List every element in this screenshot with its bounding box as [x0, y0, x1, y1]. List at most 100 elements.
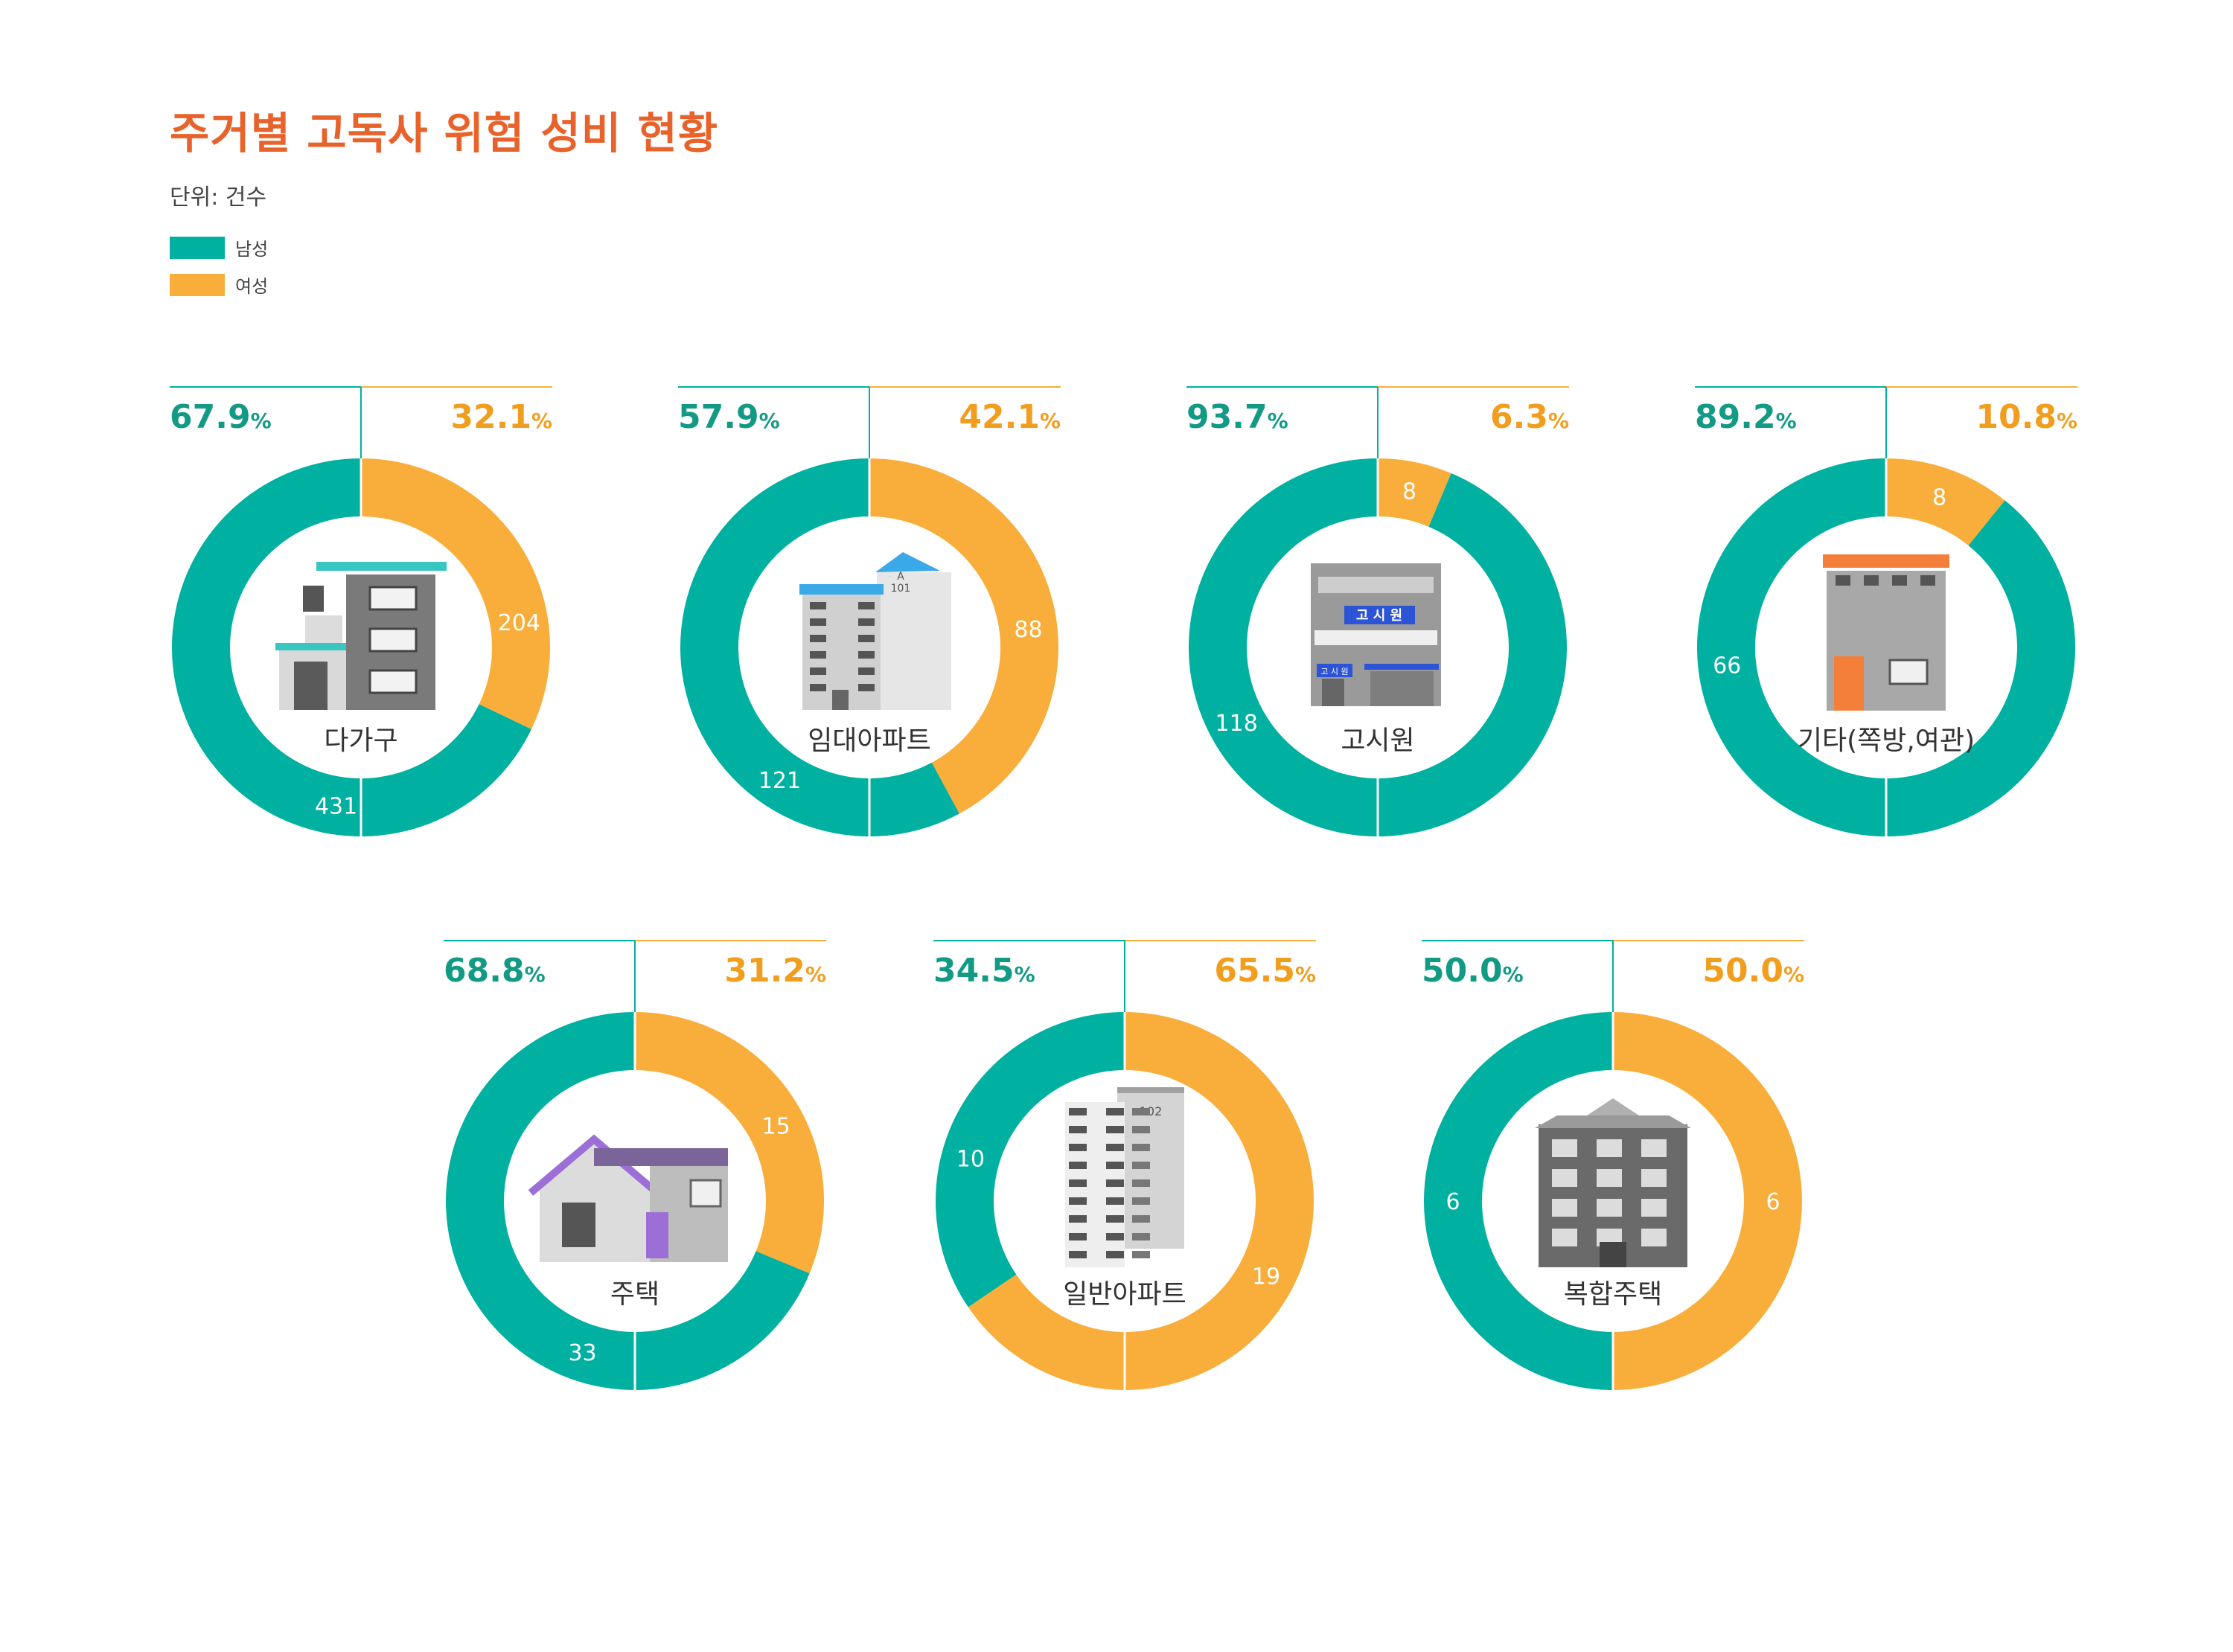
- window: [810, 602, 826, 609]
- sign-101: 101: [891, 583, 911, 595]
- house-icon: [528, 1134, 728, 1262]
- entrance: [1600, 1242, 1626, 1267]
- category-label: 고시원: [1341, 726, 1414, 756]
- female-value-label: 204: [498, 610, 540, 636]
- donut-group-1: 67.9% 32.1% 431 204 다가구: [170, 386, 552, 836]
- female-percent-sign: %: [1040, 409, 1061, 433]
- female-percent-label: 65.5%: [1214, 952, 1316, 990]
- window: [1597, 1139, 1622, 1157]
- roof: [316, 562, 447, 571]
- female-percent-sign: %: [2057, 409, 2077, 433]
- female-slice: [361, 458, 550, 729]
- window: [1641, 1169, 1667, 1187]
- female-slice: [1886, 458, 2005, 546]
- female-slice: [1613, 1012, 1802, 1390]
- male-percent-sign: %: [1776, 409, 1797, 433]
- legend-male-swatch: [170, 236, 225, 259]
- window: [1132, 1251, 1150, 1258]
- male-percent-label: 57.9%: [678, 398, 780, 436]
- window: [1552, 1229, 1577, 1246]
- complex-housing-icon: [1535, 1098, 1691, 1267]
- male-percent-label: 50.0%: [1422, 952, 1524, 990]
- roof-edge: [528, 1134, 660, 1196]
- shop-front: [1370, 671, 1434, 706]
- window: [1132, 1162, 1150, 1169]
- canopy: [1364, 664, 1439, 670]
- male-value-label: 33: [568, 1340, 596, 1366]
- male-slice: [1424, 1012, 1613, 1390]
- door: [646, 1212, 668, 1258]
- female-value-label: 8: [1402, 478, 1416, 505]
- window: [368, 627, 418, 653]
- window: [368, 669, 418, 694]
- gosiwon-building-icon: 고 시 원고 시 원: [1311, 563, 1441, 706]
- chart-title: 주거별 고독사 위험 성비 현황: [170, 108, 719, 159]
- male-slice: [1696, 458, 2075, 837]
- female-value-label: 8: [1932, 484, 1946, 510]
- legend-female-swatch: [170, 273, 225, 296]
- roof: [1823, 554, 1949, 568]
- window: [1069, 1251, 1087, 1258]
- small-sign-text: 고 시 원: [1320, 667, 1348, 676]
- tower: [1117, 1091, 1184, 1249]
- male-slice: [446, 1012, 810, 1390]
- window: [810, 684, 826, 691]
- legend-male: 남성: [170, 234, 268, 260]
- category-label: 다가구: [324, 726, 397, 756]
- female-percent-label: 6.3%: [1490, 398, 1569, 436]
- canopy: [275, 643, 346, 650]
- window: [1552, 1199, 1577, 1217]
- male-value-label: 121: [758, 768, 801, 794]
- female-percent-label: 31.2%: [724, 952, 826, 990]
- window: [1106, 1233, 1124, 1240]
- male-slice: [1189, 458, 1567, 837]
- male-value-label: 66: [1713, 653, 1741, 679]
- window: [1106, 1179, 1124, 1187]
- gable: [534, 1143, 654, 1191]
- male-value-label: 431: [315, 793, 357, 819]
- male-percent-sign: %: [1503, 962, 1524, 987]
- window: [1069, 1162, 1087, 1169]
- window: [1106, 1126, 1124, 1133]
- male-percent-label: 89.2%: [1695, 398, 1797, 436]
- category-label: 복합주택: [1564, 1279, 1662, 1310]
- male-percent-sign: %: [525, 962, 546, 987]
- donut-group-6: 34.5% 65.5% 10 19 102 일반아파트: [933, 940, 1316, 1390]
- window: [858, 684, 875, 691]
- window: [1106, 1108, 1124, 1115]
- male-slice: [172, 458, 531, 836]
- category-label: 기타(쪽방,여관): [1798, 726, 1975, 756]
- window: [858, 635, 875, 642]
- female-percent-label: 42.1%: [959, 398, 1061, 436]
- window: [810, 651, 826, 659]
- male-percent-sign: %: [1268, 409, 1288, 433]
- window: [1069, 1126, 1087, 1133]
- window: [1106, 1162, 1124, 1169]
- roof: [875, 552, 940, 572]
- male-percent-sign: %: [251, 409, 272, 433]
- window: [1641, 1199, 1667, 1217]
- roof: [594, 1148, 728, 1166]
- roof: [1535, 1115, 1691, 1128]
- male-slice: [680, 458, 959, 836]
- male-percent-sign: %: [759, 409, 780, 433]
- gable: [1587, 1098, 1639, 1115]
- multi-family-house-icon: [275, 562, 447, 710]
- category-label: 일반아파트: [1063, 1279, 1186, 1310]
- window: [1597, 1169, 1622, 1187]
- sign: [1344, 606, 1415, 624]
- window: [1836, 575, 1850, 586]
- window: [1597, 1199, 1622, 1217]
- window: [1132, 1126, 1150, 1133]
- female-percent-label: 10.8%: [1975, 398, 2077, 436]
- window: [1892, 575, 1907, 586]
- window: [810, 667, 826, 675]
- window: [1106, 1197, 1124, 1205]
- female-percent-sign: %: [531, 409, 552, 433]
- male-value-label: 6: [1445, 1189, 1460, 1215]
- window: [1132, 1215, 1150, 1223]
- window: [1552, 1169, 1577, 1187]
